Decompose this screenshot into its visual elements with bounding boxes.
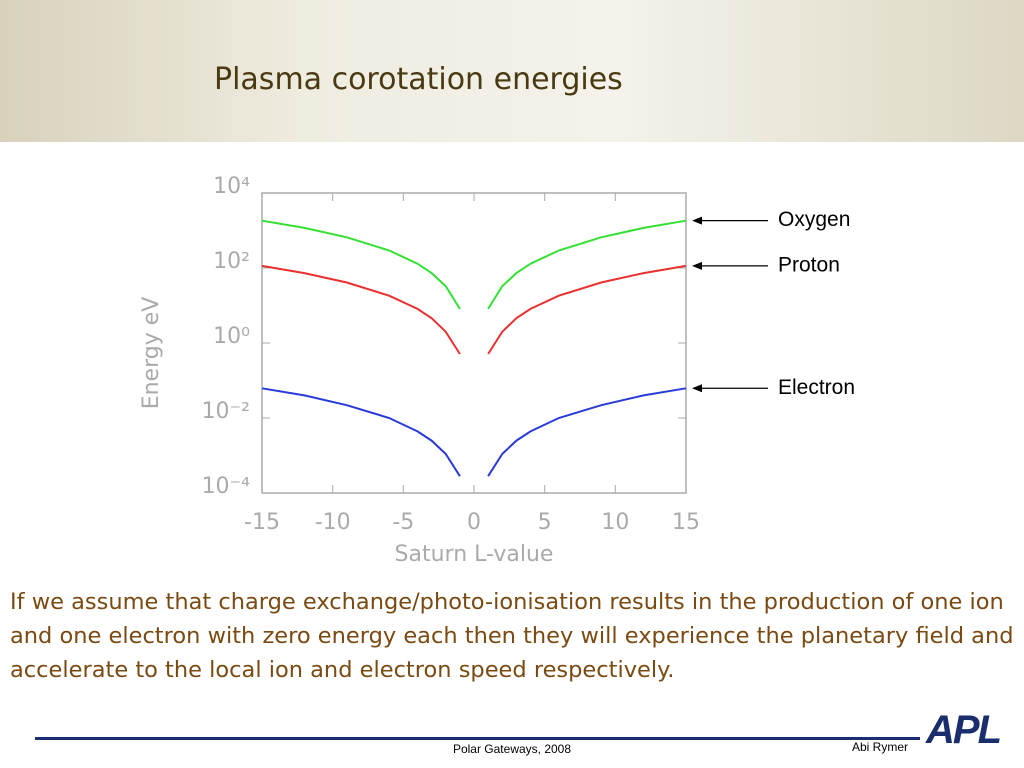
series-label: Oxygen [778,208,850,231]
footer-rule [35,737,920,740]
x-tick-label: 10 [601,510,629,535]
x-tick-label: -10 [315,510,351,535]
x-tick-label: 0 [467,510,481,535]
x-tick-label: 5 [538,510,552,535]
series-line [261,219,687,310]
plot-frame [261,192,687,494]
arrow-head [692,216,702,225]
x-tick-label: 15 [672,510,700,535]
footer-event: Polar Gateways, 2008 [452,742,572,756]
arrow-head [692,261,702,270]
logo: APL [926,708,1002,752]
body-text: If we assume that charge exchange/photo-… [10,589,1014,683]
header-band [0,0,1024,142]
y-tick-label: 10⁻² [202,399,250,424]
series-line [261,264,687,355]
series-label: Proton [778,253,840,276]
y-axis-label: Energy eV [139,297,164,410]
series-label: Electron [778,376,855,399]
y-tick-label: 10⁴ [213,174,250,199]
y-tick-label: 10² [213,249,250,274]
y-tick-label: 10⁻⁴ [202,474,251,499]
footer-author: Abi Rymer [852,740,909,754]
arrow-head [692,384,702,393]
x-tick-label: -5 [392,510,414,535]
slide-title: Plasma corotation energies [214,62,623,97]
x-axis-label: Saturn L-value [395,542,554,567]
x-tick-label: -15 [244,510,280,535]
series-line [261,387,687,477]
y-tick-label: 10⁰ [213,324,250,349]
